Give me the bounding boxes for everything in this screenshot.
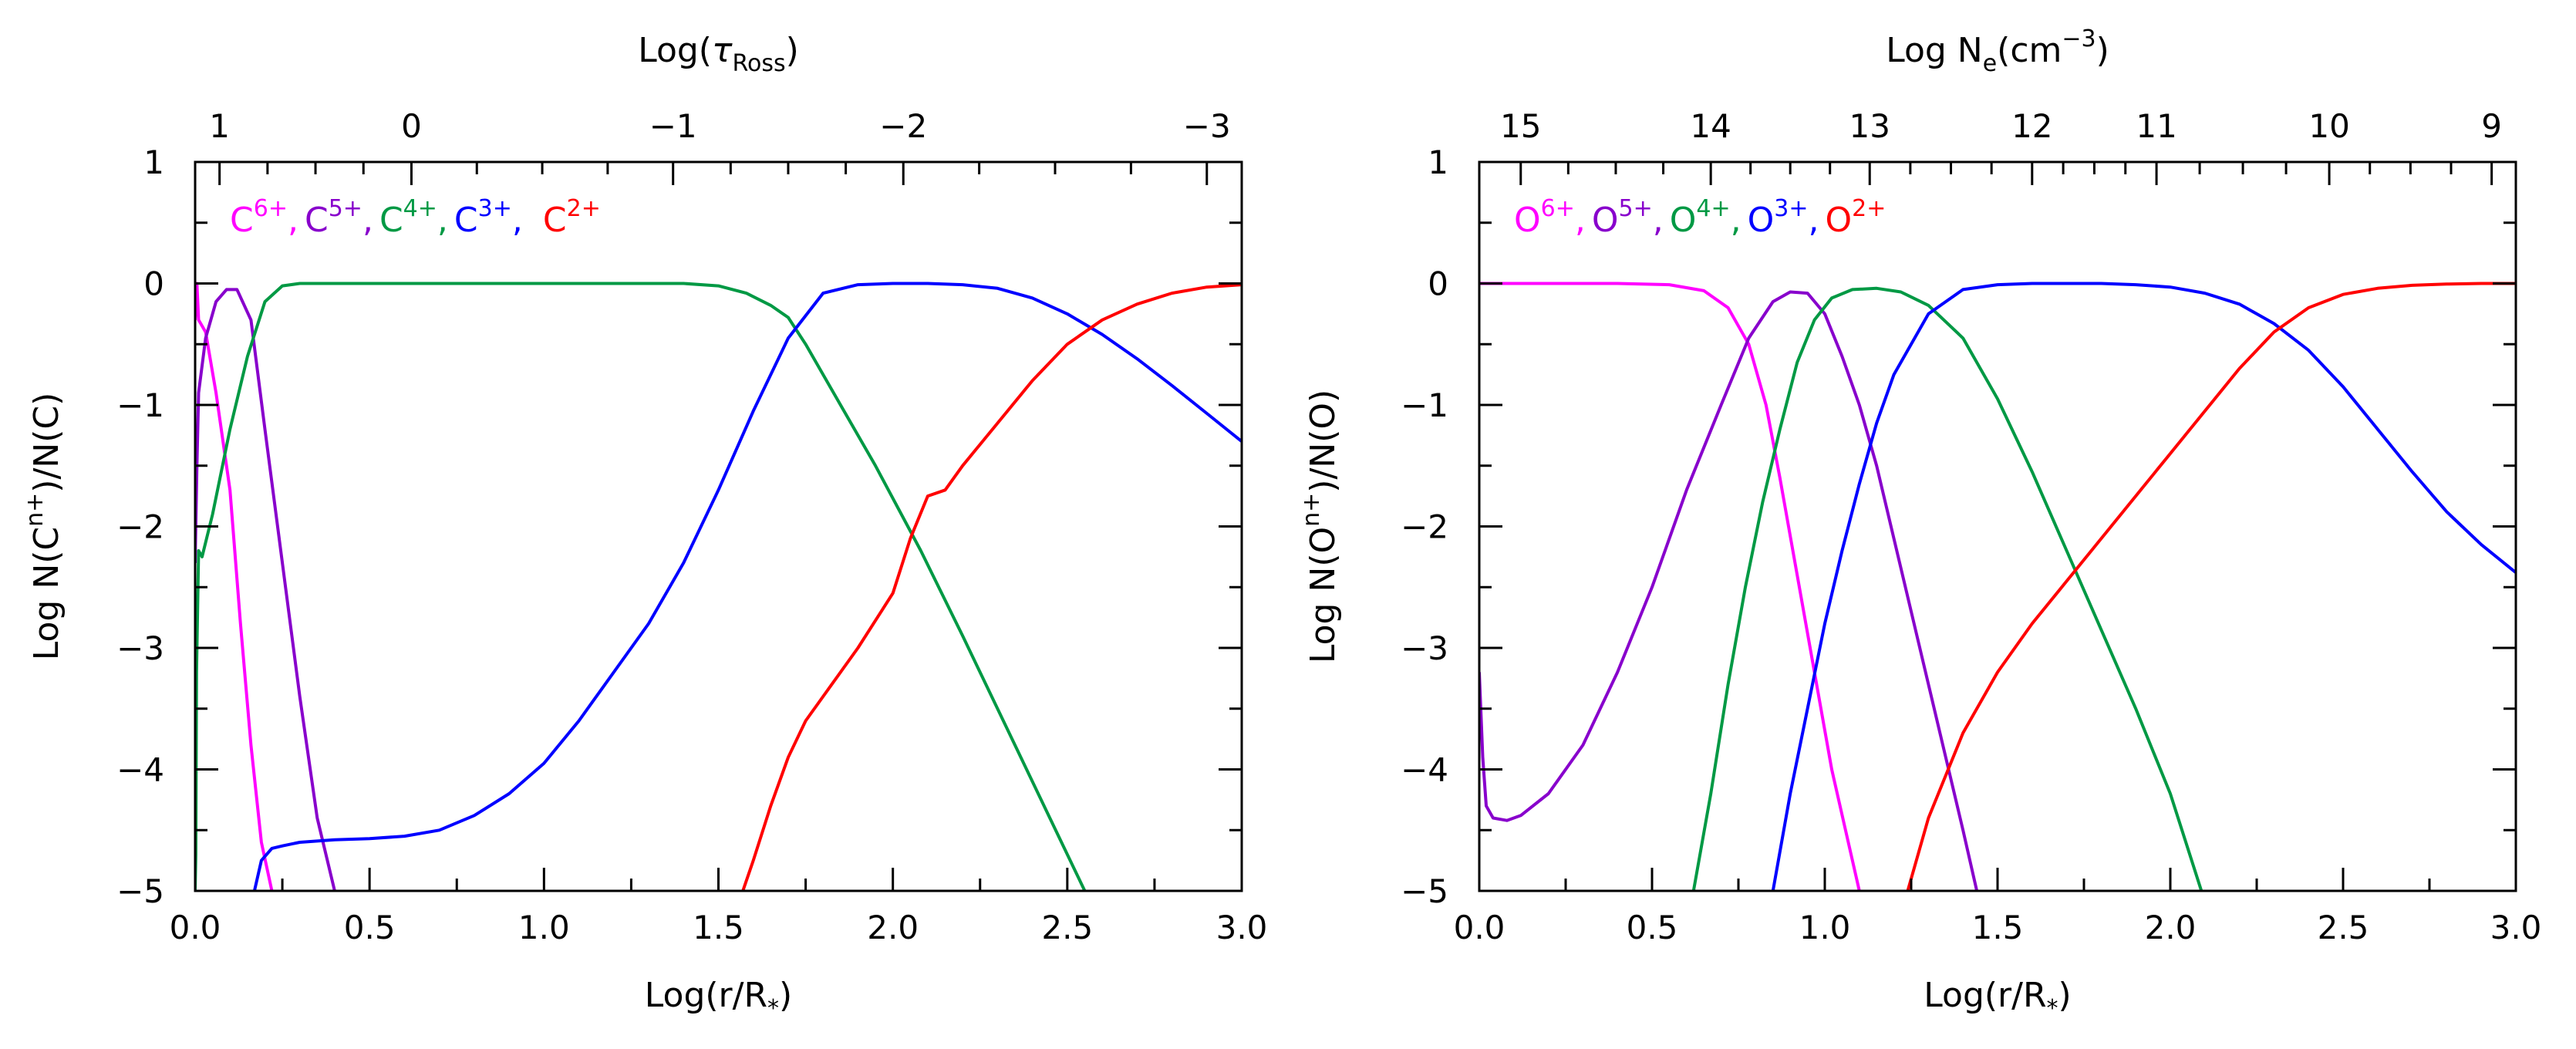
top-tick-label: −3 bbox=[1183, 107, 1231, 145]
right-panel: 0.0 0.5 1.0 1.5 2.0 2.5 3.0 −5 −4 −3 −2 −1 0 1 15 14 13 1… bbox=[1298, 25, 2541, 1022]
y-tick-label: −5 bbox=[116, 872, 164, 910]
top-tick-label: −1 bbox=[649, 107, 697, 145]
x-tick-label: 3.0 bbox=[2490, 909, 2542, 946]
series-group bbox=[195, 282, 1242, 891]
series-line-C2+ bbox=[741, 283, 1242, 891]
series-line-C4+ bbox=[195, 282, 1087, 891]
x-axis-label: Log(r/R*) bbox=[1924, 976, 2071, 1022]
x-tick-label: 2.0 bbox=[867, 909, 919, 946]
top-tick-label: 12 bbox=[2011, 107, 2052, 145]
y-tick-label: −2 bbox=[116, 508, 164, 546]
y-tick-label: −1 bbox=[1401, 386, 1448, 424]
legend-entry-O4+: O bbox=[1670, 201, 1697, 240]
top-tick-label: −2 bbox=[879, 107, 927, 145]
y-tick-label: 1 bbox=[1428, 143, 1448, 181]
y-tick-label: −4 bbox=[116, 751, 164, 789]
series-line-O4+ bbox=[1691, 286, 2203, 891]
legend-entry-O2+: O bbox=[1826, 201, 1853, 240]
legend-entry-C4+: C bbox=[379, 201, 403, 240]
x-tick-label: 0.5 bbox=[344, 909, 396, 946]
x-tick-label: 2.0 bbox=[2145, 909, 2197, 946]
x-tick-label: 0.0 bbox=[1454, 909, 1505, 946]
y-tick-label: −5 bbox=[1401, 872, 1448, 910]
x-tick-label: 2.5 bbox=[1041, 909, 1093, 946]
top-axis-label: Log Ne(cm−3) bbox=[1886, 25, 2109, 77]
y-tick-label: 0 bbox=[1428, 265, 1448, 303]
y-axis-label: Log N(On+)/N(O) bbox=[1298, 390, 1343, 663]
legend-entry-O5+: O bbox=[1592, 201, 1619, 240]
y-tick-label: −3 bbox=[116, 629, 164, 667]
x-tick-label: 0.5 bbox=[1627, 909, 1678, 946]
top-tick-label: 9 bbox=[2481, 107, 2502, 145]
top-tick-label: 15 bbox=[1500, 107, 1541, 145]
series-line-C6+ bbox=[195, 282, 274, 891]
y-tick-label: −4 bbox=[1401, 751, 1448, 789]
legend: C6+, C5+, C4+, C3+, C2+ bbox=[230, 195, 601, 240]
legend-entry-O3+: O bbox=[1748, 201, 1775, 240]
series-line-O5+ bbox=[1479, 290, 1979, 891]
series-line-O2+ bbox=[1906, 282, 2516, 891]
top-tick-label: 1 bbox=[209, 107, 230, 145]
top-tick-label: 11 bbox=[2136, 107, 2176, 145]
series-group bbox=[1479, 282, 2516, 891]
legend: O6+, O5+, O4+, O3+, O2+ bbox=[1514, 195, 1886, 240]
y-tick-label: 0 bbox=[143, 265, 164, 303]
x-tick-label: 1.0 bbox=[518, 909, 570, 946]
legend-entry-C2+: C bbox=[543, 201, 567, 240]
y-tick-label: −2 bbox=[1401, 508, 1448, 546]
series-line-O6+ bbox=[1479, 282, 1861, 891]
legend-entry-C3+: C bbox=[454, 201, 478, 240]
series-line-C3+ bbox=[252, 282, 1242, 891]
top-axis-label: Log(τRoss) bbox=[638, 31, 799, 77]
y-axis-label: Log N(Cn+)/N(C) bbox=[22, 393, 66, 661]
y-tick-label: −1 bbox=[116, 386, 164, 424]
y-tick-label: 1 bbox=[143, 143, 164, 181]
x-tick-label: 1.5 bbox=[1972, 909, 2024, 946]
left-panel: 0.0 0.5 1.0 1.5 2.0 2.5 3.0 −5 −4 −3 −2 −1 0 1 1 0 −1 −2 −… bbox=[22, 31, 1267, 1022]
top-tick-label: 14 bbox=[1690, 107, 1731, 145]
top-tick-label: 13 bbox=[1849, 107, 1890, 145]
y-tick-label: −3 bbox=[1401, 629, 1448, 667]
x-tick-label: 2.5 bbox=[2318, 909, 2369, 946]
x-tick-label: 1.0 bbox=[1799, 909, 1851, 946]
x-axis-label: Log(r/R*) bbox=[645, 976, 792, 1022]
plot-frame bbox=[1478, 160, 2517, 892]
top-tick-label: 10 bbox=[2308, 107, 2349, 145]
legend-entry-C5+: C bbox=[305, 201, 329, 240]
plot-frame bbox=[194, 160, 1243, 892]
series-line-O3+ bbox=[1771, 282, 2516, 891]
x-tick-label: 3.0 bbox=[1216, 909, 1268, 946]
series-line-C5+ bbox=[195, 288, 336, 891]
legend-entry-C6+: C bbox=[230, 201, 254, 240]
top-tick-label: 0 bbox=[401, 107, 422, 145]
x-tick-label: 0.0 bbox=[170, 909, 221, 946]
x-tick-label: 1.5 bbox=[693, 909, 744, 946]
legend-entry-O6+: O bbox=[1514, 201, 1541, 240]
